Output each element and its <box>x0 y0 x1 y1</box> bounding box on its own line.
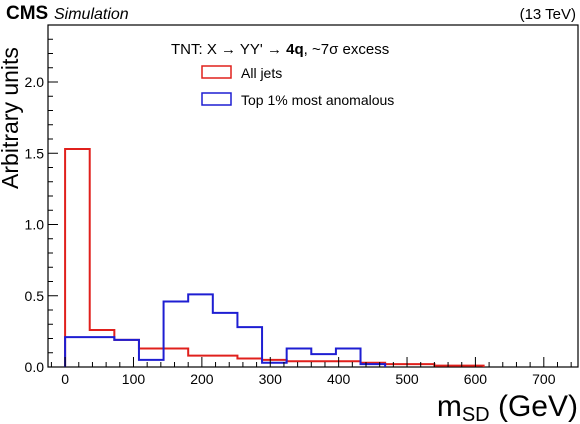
x-tick-label: 200 <box>190 371 214 387</box>
experiment-label: CMS <box>6 3 48 24</box>
series-0-histogram <box>64 147 485 367</box>
x-tick-label: 0 <box>61 371 69 387</box>
legend-title: TNT: X → YY' → 4q, ~7σ excess <box>171 41 389 58</box>
x-tick-label: 400 <box>327 371 351 387</box>
x-tick-label: 300 <box>259 371 283 387</box>
legend-label-all-jets: All jets <box>241 65 282 81</box>
ticks-layer: 0 100 200 300 400 500 600 700 0.0 0.5 1.0 1.5 2.0 <box>25 38 572 387</box>
y-tick-label: 1.0 <box>25 217 45 233</box>
x-axis-label: mSD (GeV) <box>437 390 578 424</box>
energy-label: (13 TeV) <box>520 6 576 23</box>
y-tick-label: 1.5 <box>25 145 45 161</box>
y-tick-label: 0.0 <box>25 359 45 375</box>
x-tick-label: 700 <box>532 371 556 387</box>
simulation-label: Simulation <box>54 6 129 23</box>
series-layer <box>64 147 485 367</box>
y-tick-label: 0.5 <box>25 288 45 304</box>
plot-frame <box>47 24 579 368</box>
series-1-histogram <box>64 293 387 367</box>
x-tick-label: 500 <box>395 371 419 387</box>
y-axis-label: Arbitrary units <box>0 47 23 189</box>
legend-swatch-all-jets <box>201 65 232 79</box>
x-tick-label: 600 <box>464 371 488 387</box>
legend-swatch-top-anomalous <box>201 92 232 106</box>
y-tick-label: 2.0 <box>25 74 45 90</box>
x-tick-label: 100 <box>122 371 146 387</box>
legend-label-top-anomalous: Top 1% most anomalous <box>241 92 394 108</box>
